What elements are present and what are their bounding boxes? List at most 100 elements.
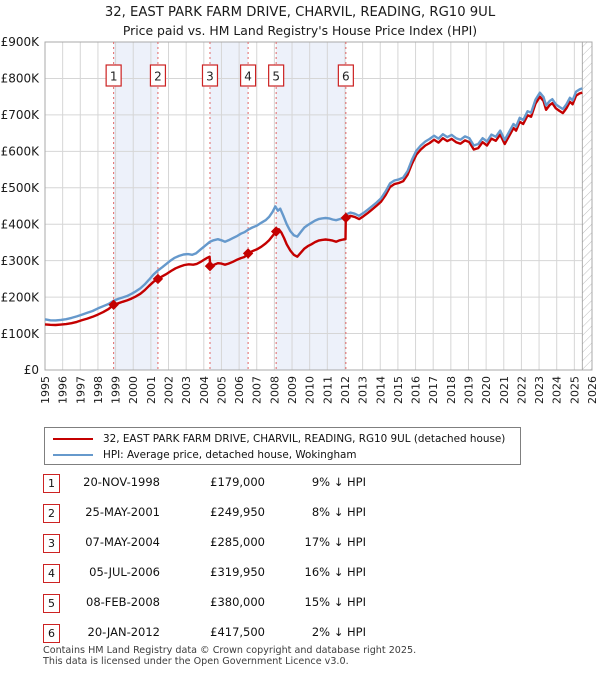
x-axis-tick-label: 2013: [357, 376, 370, 404]
x-axis-tick-label: 1998: [92, 376, 105, 404]
sale-number-box: [239, 64, 257, 87]
sale-date: 20-JAN-2012: [87, 625, 161, 639]
y-axis-tick-label: £500K: [1, 181, 41, 195]
sale-number-box: [268, 64, 285, 87]
legend-item-price-paid: 32, EAST PARK FARM DRIVE, CHARVIL, READI…: [53, 431, 520, 447]
sale-price: £380,000: [210, 595, 265, 609]
sale-number-box: [149, 64, 167, 87]
sale-date: 20-NOV-1998: [83, 475, 160, 489]
legend-item-hpi: HPI: Average price, detached house, Woki…: [53, 447, 520, 463]
x-axis-tick-label: 2019: [462, 376, 475, 404]
chart-legend: 32, EAST PARK FARM DRIVE, CHARVIL, READI…: [44, 427, 521, 465]
sale-row-6: 6 20-JAN-2012 £417,500 2% ↓ HPI: [0, 624, 600, 644]
x-axis-tick-label: 2006: [233, 376, 246, 404]
y-axis-tick-label: £300K: [1, 254, 41, 268]
footer-line-1: Contains HM Land Registry data © Crown c…: [43, 645, 417, 656]
x-axis-tick-label: 2018: [445, 376, 458, 404]
plot-border: [44, 41, 593, 371]
sale-price: £319,950: [210, 565, 265, 579]
sale-price: £179,000: [210, 475, 265, 489]
y-axis-tick-label: £800K: [1, 72, 41, 86]
sale-row-4: 4 05-JUL-2006 £319,950 16% ↓ HPI: [0, 564, 600, 584]
x-axis-tick-label: 2016: [410, 376, 423, 404]
sale-row-2: 2 25-MAY-2001 £249,950 8% ↓ HPI: [0, 504, 600, 524]
legend-line-swatch: [53, 438, 93, 440]
sale-row-3: 3 07-MAY-2004 £285,000 17% ↓ HPI: [0, 534, 600, 554]
sale-hpi-delta: 2% ↓ HPI: [311, 625, 366, 639]
x-axis-tick-label: 2022: [515, 376, 528, 404]
y-axis-tick-label: £900K: [1, 35, 41, 49]
y-axis-tick-label: £0: [24, 363, 39, 377]
x-axis-tick-label: 2017: [427, 376, 440, 404]
sale-number-box-label: 2: [154, 70, 162, 84]
x-axis-tick-label: 2000: [127, 376, 140, 404]
sale-number-badge: 5: [43, 594, 60, 613]
sale-number-box-label: 3: [206, 70, 214, 84]
x-axis-tick-label: 1997: [74, 376, 87, 404]
sale-number-box-label: 6: [342, 70, 350, 84]
sale-point-marker: [204, 260, 216, 272]
y-axis-tick-label: £700K: [1, 108, 41, 122]
sale-number-badge: 1: [43, 474, 60, 493]
y-axis-tick-label: £200K: [1, 290, 41, 304]
x-axis-tick-label: 2014: [374, 376, 387, 404]
sale-date: 25-MAY-2001: [85, 505, 160, 519]
sale-hpi-delta: 15% ↓ HPI: [304, 595, 366, 609]
x-axis-tick-label: 2010: [304, 376, 317, 404]
x-axis-tick-label: 2023: [533, 376, 546, 404]
ownership-band: [276, 42, 346, 370]
footer-line-2: This data is licensed under the Open Gov…: [43, 655, 349, 667]
sale-point-marker: [242, 248, 254, 259]
sale-number-box-label: 4: [244, 70, 252, 84]
sale-number-box: [337, 64, 354, 87]
x-axis-tick-label: 2020: [480, 376, 493, 404]
sale-hpi-delta: 9% ↓ HPI: [311, 475, 366, 489]
sale-number-box: [105, 64, 122, 87]
x-axis-tick-label: 2005: [215, 376, 228, 404]
legend-label: 32, EAST PARK FARM DRIVE, CHARVIL, READI…: [103, 433, 506, 445]
sale-point-marker: [340, 212, 352, 224]
sale-number-badge: 4: [43, 564, 60, 583]
x-axis-tick-label: 2012: [339, 376, 352, 404]
x-axis-tick-label: 2026: [586, 376, 599, 404]
x-axis-tick-label: 2007: [251, 376, 264, 404]
sale-date: 07-MAY-2004: [85, 535, 160, 549]
sale-point-marker: [108, 299, 119, 310]
y-axis-tick-label: £600K: [1, 145, 41, 159]
sale-price: £249,950: [210, 505, 265, 519]
sale-price: £417,500: [210, 625, 265, 639]
sale-date: 05-JUL-2006: [89, 565, 160, 579]
x-axis-tick-label: 1999: [110, 376, 123, 404]
sale-point-marker: [270, 226, 282, 237]
ownership-band: [209, 42, 249, 370]
copyright-footer: Contains HM Land Registry data © Crown c…: [43, 645, 583, 668]
x-axis-tick-label: 2001: [145, 376, 158, 404]
legend-line-swatch: [53, 454, 93, 456]
x-axis-tick-label: 2011: [321, 376, 334, 404]
sale-number-box-label: 1: [110, 70, 118, 84]
price-chart: 1 2 3 4 5 6 £0 £100K £200K £300K £400K £500K £600K £7…: [1, 35, 599, 404]
sale-hpi-delta: 8% ↓ HPI: [311, 505, 366, 519]
sale-number-box-label: 5: [272, 70, 280, 84]
sale-number-badge: 2: [43, 504, 60, 523]
x-axis-tick-label: 2021: [498, 376, 511, 404]
sale-number-badge: 6: [43, 624, 60, 643]
x-axis-tick-label: 2009: [286, 376, 299, 404]
sale-number-box: [201, 64, 219, 87]
y-axis-tick-label: £100K: [1, 327, 41, 341]
x-axis-tick-label: 2024: [551, 376, 564, 404]
page-title: 32, EAST PARK FARM DRIVE, CHARVIL, READI…: [104, 5, 496, 20]
legend-label: HPI: Average price, detached house, Woki…: [103, 449, 357, 461]
x-axis-tick-label: 2015: [392, 376, 405, 404]
y-axis-tick-label: £400K: [1, 217, 41, 231]
sale-hpi-delta: 16% ↓ HPI: [304, 565, 366, 579]
future-hatch-region: [581, 41, 593, 371]
sale-date: 08-FEB-2008: [86, 595, 160, 609]
x-axis-tick-label: 1996: [57, 376, 70, 404]
x-axis-tick-label: 1995: [39, 376, 52, 404]
x-axis-tick-label: 2025: [568, 376, 581, 404]
sale-price: £285,000: [210, 535, 265, 549]
page-subtitle: Price paid vs. HM Land Registry's House …: [122, 23, 478, 38]
sale-row-5: 5 08-FEB-2008 £380,000 15% ↓ HPI: [0, 594, 600, 614]
sale-row-1: 1 20-NOV-1998 £179,000 9% ↓ HPI: [0, 474, 600, 494]
